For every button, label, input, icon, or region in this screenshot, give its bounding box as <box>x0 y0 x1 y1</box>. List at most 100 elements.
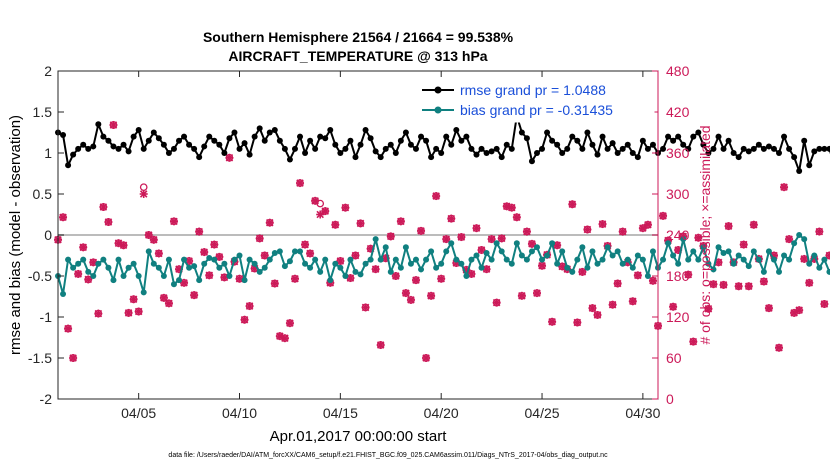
possible-obs-point <box>477 246 486 254</box>
x-tick-label: 04/30 <box>625 405 660 421</box>
bias-point <box>196 277 203 284</box>
possible-obs-point <box>94 309 103 318</box>
possible-obs-point <box>316 199 325 208</box>
bias-point <box>503 256 510 263</box>
rmse-point <box>579 145 586 152</box>
rmse-point <box>246 151 253 158</box>
bias-point <box>458 260 465 267</box>
possible-obs-point <box>659 212 667 220</box>
possible-obs-point <box>260 251 269 260</box>
possible-obs-point <box>704 304 713 313</box>
rmse-point <box>735 154 742 161</box>
bias-point <box>574 256 581 263</box>
rmse-point <box>508 145 515 152</box>
bias-point <box>725 248 732 255</box>
rmse-point <box>176 137 183 144</box>
bias-point <box>382 244 389 251</box>
bias-point <box>402 244 409 251</box>
bias-point <box>730 260 737 267</box>
bias-point <box>715 244 722 251</box>
rmse-point <box>291 145 298 152</box>
bias-point <box>549 240 556 247</box>
bias-point <box>660 256 667 263</box>
rmse-point <box>196 154 203 161</box>
rmse-point <box>609 140 616 147</box>
y2-tick-label: 0 <box>666 391 674 407</box>
rmse-point <box>170 145 177 152</box>
y2-tick-label: 300 <box>666 186 690 202</box>
rmse-point <box>604 145 611 152</box>
bias-point <box>181 256 188 263</box>
rmse-point <box>569 133 576 140</box>
y-tick-label: -0.5 <box>28 268 52 284</box>
rmse-point <box>523 135 530 142</box>
bias-point <box>735 252 742 259</box>
rmse-point <box>105 137 112 144</box>
bias-point <box>523 256 530 263</box>
bias-point <box>80 256 87 263</box>
possible-obs-point <box>286 319 294 327</box>
possible-obs-point <box>109 121 118 129</box>
bias-point <box>478 264 485 271</box>
bias-point <box>75 260 82 267</box>
bias-point <box>453 256 460 263</box>
rmse-point <box>412 145 419 152</box>
bias-point <box>120 273 127 279</box>
bias-point <box>685 256 692 263</box>
rmse-point <box>241 140 248 147</box>
possible-obs-point <box>160 294 168 302</box>
y-tick-label: -2 <box>40 391 53 407</box>
possible-obs-point <box>139 183 148 192</box>
rmse-point <box>352 154 359 161</box>
y2-tick-label: 360 <box>666 145 690 161</box>
bias-point <box>665 240 672 247</box>
bias-point <box>317 268 324 275</box>
possible-obs-point <box>533 289 541 297</box>
possible-obs-point <box>371 265 380 274</box>
possible-obs-point <box>512 213 521 222</box>
rmse-point <box>473 151 480 158</box>
possible-obs-point <box>351 251 360 260</box>
rmse-point <box>110 143 117 150</box>
bias-point <box>342 273 349 279</box>
y2-tick-label: 480 <box>666 63 690 79</box>
possible-obs-point <box>180 278 188 287</box>
rmse-point <box>644 145 651 152</box>
bias-point <box>130 260 137 267</box>
chart-title: Southern Hemisphere 21564 / 21664 = 99.5… <box>203 29 514 45</box>
possible-obs-point <box>296 179 304 187</box>
possible-obs-point <box>457 233 466 241</box>
possible-obs-point <box>502 202 511 211</box>
bias-point <box>231 256 238 263</box>
rmse-point <box>60 131 67 138</box>
bias-point <box>594 260 601 267</box>
bias-point <box>211 256 218 263</box>
bias-point <box>811 252 818 259</box>
possible-obs-point <box>427 291 435 300</box>
rmse-point <box>619 145 626 152</box>
bias-point <box>781 252 788 259</box>
possible-obs-point <box>780 183 788 192</box>
rmse-point <box>312 145 319 152</box>
rmse-point <box>236 145 243 152</box>
possible-obs-point <box>144 231 153 239</box>
rmse-point <box>317 133 324 140</box>
bias-point <box>554 260 561 267</box>
bias-point <box>216 264 223 271</box>
rmse-point <box>397 137 404 144</box>
bias-point <box>70 264 77 271</box>
bias-point <box>150 260 157 267</box>
y2-tick-label: 420 <box>666 104 690 120</box>
rmse-point <box>266 129 273 136</box>
rmse-point <box>634 154 641 161</box>
possible-obs-point <box>281 334 289 343</box>
possible-obs-point <box>694 233 703 242</box>
rmse-point <box>402 129 409 136</box>
possible-obs-point <box>573 318 582 327</box>
possible-obs-point <box>79 243 88 252</box>
legend-bias-marker <box>434 106 442 114</box>
rmse-point <box>770 145 777 152</box>
bias-point <box>302 260 309 267</box>
rmse-point <box>251 133 258 140</box>
x-tick-label: 04/15 <box>323 405 358 421</box>
